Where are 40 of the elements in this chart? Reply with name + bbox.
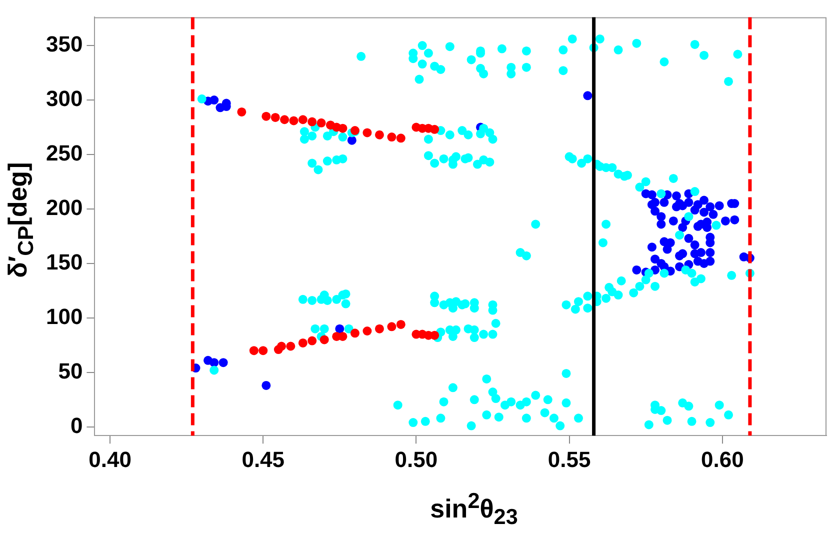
point <box>270 112 280 122</box>
point <box>308 336 317 346</box>
point <box>338 124 348 133</box>
point <box>430 124 440 134</box>
x-tick-label: 0.45 <box>242 446 285 472</box>
y-tick-label: 350 <box>46 32 83 57</box>
y-tick-label: 200 <box>46 195 83 220</box>
point <box>298 338 308 348</box>
y-tick-label: 50 <box>58 358 83 384</box>
point <box>280 115 290 124</box>
x-tick-label: 0.50 <box>394 446 438 472</box>
point <box>289 116 298 126</box>
x-tick-label: 0.55 <box>548 446 591 472</box>
y-tick-label: 150 <box>46 250 83 275</box>
point <box>262 112 271 121</box>
point <box>374 130 384 140</box>
point <box>286 342 296 351</box>
point <box>249 346 258 356</box>
point <box>396 134 406 143</box>
x-axis-title: sin$^{2}$θ$_{23}$ <box>429 488 519 530</box>
point <box>316 118 326 128</box>
point <box>237 107 246 116</box>
point <box>276 342 286 351</box>
point <box>374 324 384 334</box>
point <box>308 117 317 126</box>
point <box>298 115 308 124</box>
x-tick-label: 0.60 <box>700 446 744 472</box>
point <box>320 335 329 344</box>
point <box>396 320 406 329</box>
point <box>258 346 268 356</box>
point <box>387 132 396 142</box>
point <box>362 128 372 138</box>
y-tick-label: 0 <box>70 412 83 438</box>
point <box>350 328 360 338</box>
point <box>362 326 372 336</box>
y-tick-label: 100 <box>46 304 83 329</box>
x-tick-label: 0.40 <box>88 446 132 472</box>
point <box>387 322 396 332</box>
y-tick-label: 250 <box>46 140 83 166</box>
y-tick-label: 300 <box>46 86 83 112</box>
